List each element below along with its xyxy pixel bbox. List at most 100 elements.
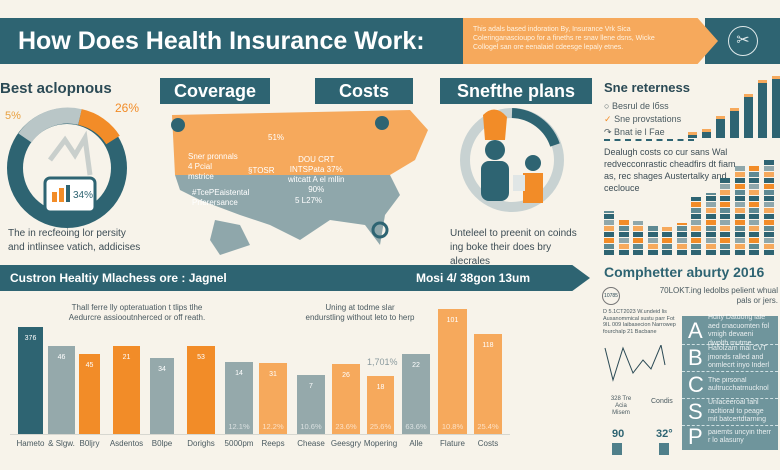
- letter-text: Hdity Datdong iale aed cnacuomten fol vm…: [708, 314, 770, 347]
- us-map: [171, 110, 428, 255]
- pct-right: 26%: [115, 101, 140, 115]
- section-costs: Costs: [315, 78, 413, 104]
- letter-glyph: S: [688, 399, 703, 424]
- list-item: ○ Besrul de lбss: [604, 101, 669, 111]
- stacked-segment: [691, 238, 701, 243]
- map-label: 5 L27%: [295, 196, 323, 205]
- stacked-segment: [691, 208, 701, 213]
- stacked-segment: [604, 211, 614, 213]
- badge: 10785: [602, 287, 620, 305]
- stacked-segment: [618, 244, 629, 249]
- right-bottom-title: Comphetter aburty 2016: [604, 264, 765, 280]
- list-item: ↷ Bnat ie l Fae: [604, 127, 665, 137]
- bar: 101 10.8%: [438, 309, 467, 434]
- stacked-segment: [618, 250, 629, 255]
- scissors-circle-icon: ✂: [728, 26, 758, 56]
- small-bar: [716, 116, 725, 138]
- stacked-segment: [763, 238, 774, 243]
- stacked-segment: [763, 172, 774, 177]
- stacked-segment: [734, 214, 745, 219]
- list-item: ✓ Sne provstations: [604, 114, 682, 124]
- bar-value-label: 18: [376, 384, 385, 392]
- small-bar: [730, 108, 739, 138]
- stacked-segment: [691, 244, 701, 249]
- letter-glyph: C: [688, 372, 704, 397]
- x-tick-label: 5000pm: [224, 439, 254, 448]
- bar: 45: [79, 353, 100, 434]
- map-north-region: [172, 110, 428, 175]
- bar-value-label: 376: [24, 334, 37, 342]
- bar-pct-label: 25.6%: [369, 421, 392, 431]
- small-bar: [688, 132, 697, 138]
- stacked-segment: [720, 238, 730, 243]
- stacked-segment: [676, 238, 687, 243]
- stacked-segment: [705, 238, 716, 243]
- stacked-segment: [705, 226, 716, 231]
- stacked-segment: [691, 214, 701, 219]
- subtitle-panel: This adals based indoration By, Insuranc…: [463, 18, 718, 64]
- stacked-segment: [720, 244, 730, 249]
- pct-left: 5%: [5, 110, 21, 122]
- stacked-segment: [676, 244, 687, 249]
- stacked-segment: [749, 220, 759, 225]
- bar: 26 23.6%: [332, 364, 360, 434]
- stacked-segment: [734, 202, 745, 207]
- chart-annotation: Thall ferre lly opteratuation t tlips tl…: [68, 303, 206, 322]
- section-plans: Snefthe plans: [440, 78, 592, 104]
- bar-pct-label: 23.6%: [335, 421, 357, 431]
- letter-item: S Unlaceeroal fahl racltioral to peage mi…: [682, 399, 778, 426]
- stacked-segment: [720, 196, 730, 201]
- stacked-segment: [633, 244, 643, 249]
- x-tick-label: & Slgw.: [48, 439, 75, 448]
- stacked-segment: [604, 232, 614, 237]
- stacked-segment: [749, 166, 759, 171]
- bar-value-label: 118: [482, 341, 494, 349]
- stacked-segment: [633, 238, 643, 243]
- stacked-segment: [662, 238, 672, 243]
- stacked-segment: [676, 226, 687, 231]
- stat-2: 32°: [656, 428, 673, 440]
- bar: 21: [113, 345, 140, 434]
- bar-value-label: 46: [57, 353, 66, 361]
- stacked-segment: [604, 214, 614, 219]
- bar-value-label: 7: [309, 383, 313, 391]
- bar-pct-label: 12.1%: [228, 421, 250, 431]
- bar-pct-label: 12.2%: [262, 421, 284, 431]
- bar-value-label: 101: [446, 317, 459, 325]
- x-tick-label: Alle: [409, 439, 423, 448]
- family-illustration: [460, 108, 564, 212]
- map-label: 51%: [268, 133, 285, 142]
- stacked-segment: [763, 244, 774, 249]
- stacked-segment: [691, 202, 701, 207]
- stacked-segment: [720, 226, 730, 231]
- stacked-segment: [705, 193, 716, 195]
- person-adult: [485, 140, 505, 160]
- donut-orange-segment: [77, 109, 120, 145]
- stacked-segment: [720, 184, 730, 189]
- stacked-segment: [763, 226, 774, 231]
- stacked-segment: [705, 214, 716, 219]
- map-label: Sner pronnals 4 Pcial mstrice: [188, 152, 238, 181]
- small-bar: [758, 80, 767, 138]
- left-title: Best aclopnous: [0, 80, 112, 97]
- stacked-segment: [763, 202, 774, 207]
- stacked-segment: [749, 250, 759, 255]
- stacked-segment: [720, 208, 730, 213]
- letter-text: Unlaceeroal fahl racltioral to peage mit…: [708, 399, 766, 424]
- bar-value-label: 31: [269, 370, 277, 378]
- stacked-segment: [763, 190, 774, 195]
- stacked-segment: [749, 202, 759, 207]
- bar-value-label: 22: [412, 361, 420, 369]
- bar: 46: [48, 345, 75, 434]
- letter-text: Hafolzam mal CVT jmonds ralled and onmle…: [708, 345, 770, 370]
- right-top-title: Sne reterness: [604, 80, 690, 95]
- map-south-region: [175, 175, 400, 245]
- x-tick-label: Dorighs: [187, 439, 215, 448]
- right-top-list: ○ Besrul de lбss ✓ Sne provstations ↷ Bn…: [604, 100, 681, 139]
- bar-value-label: 21: [122, 353, 131, 361]
- letter-text: The pirsonal aultrucchatrnucknol: [708, 376, 769, 393]
- bar: 34: [150, 357, 174, 434]
- person-child: [525, 155, 541, 171]
- stacked-segment: [705, 196, 716, 201]
- stacked-segment: [633, 232, 643, 237]
